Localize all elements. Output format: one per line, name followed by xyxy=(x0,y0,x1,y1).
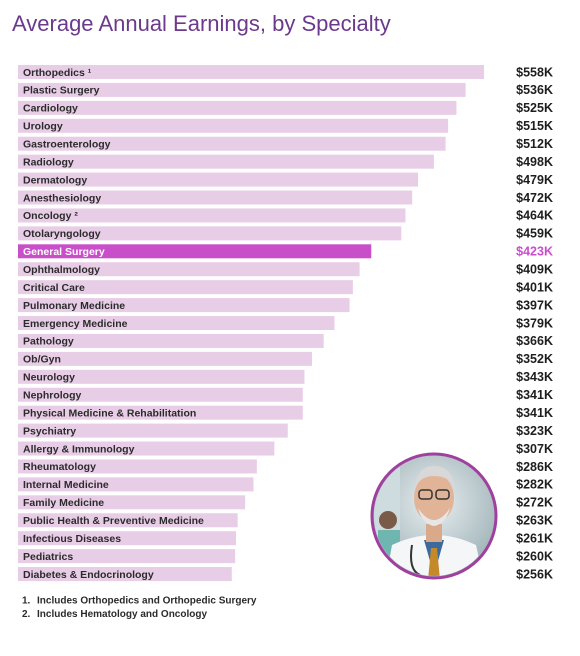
category-label: Orthopedics ¹ xyxy=(23,67,92,79)
category-label: Ophthalmology xyxy=(23,264,100,276)
bar xyxy=(18,82,466,97)
bar xyxy=(18,65,484,79)
value-label: $307K xyxy=(516,442,553,456)
bar xyxy=(18,531,236,546)
value-label: $409K xyxy=(516,263,553,277)
value-label: $423K xyxy=(516,245,553,259)
category-label: Pathology xyxy=(23,336,74,348)
category-label: Radiology xyxy=(23,156,74,168)
category-label: Family Medicine xyxy=(23,497,104,509)
bar xyxy=(18,567,232,582)
value-label: $498K xyxy=(516,155,553,169)
category-label: Ob/Gyn xyxy=(23,354,61,366)
value-label: $401K xyxy=(516,280,553,294)
value-label: $352K xyxy=(516,352,553,366)
bar xyxy=(18,136,446,151)
category-label: Oncology ² xyxy=(23,210,78,222)
bar xyxy=(18,190,413,205)
value-label: $256K xyxy=(516,567,553,581)
bar xyxy=(18,495,246,510)
value-label: $464K xyxy=(516,209,553,223)
bar xyxy=(18,405,303,420)
footnote-marker: 1. xyxy=(22,596,31,607)
bar xyxy=(18,333,324,348)
value-label: $366K xyxy=(516,334,553,348)
bar xyxy=(18,226,402,241)
footnote-text: Includes Orthopedics and Orthopedic Surg… xyxy=(37,596,257,607)
value-label: $515K xyxy=(516,119,553,133)
value-label: $512K xyxy=(516,137,553,151)
bar xyxy=(18,298,350,313)
category-label: Public Health & Preventive Medicine xyxy=(23,515,204,527)
bar xyxy=(18,262,360,277)
category-label: Dermatology xyxy=(23,174,87,186)
category-label: Otolaryngology xyxy=(23,228,101,240)
value-label: $261K xyxy=(516,531,553,545)
chart-title: Average Annual Earnings, by Specialty xyxy=(12,11,391,36)
value-label: $286K xyxy=(516,460,553,474)
bar xyxy=(18,100,457,115)
category-label: Infectious Diseases xyxy=(23,533,121,545)
category-label: Gastroenterology xyxy=(23,139,111,151)
doctor-photo xyxy=(370,452,498,580)
bar xyxy=(18,208,406,223)
value-label: $272K xyxy=(516,496,553,510)
category-label: Physical Medicine & Rehabilitation xyxy=(23,407,196,419)
value-label: $558K xyxy=(516,65,553,79)
category-label: Diabetes & Endocrinology xyxy=(23,569,154,581)
bar xyxy=(18,459,257,474)
category-label: Rheumatology xyxy=(23,461,96,473)
bar xyxy=(18,244,372,259)
category-label: Allergy & Immunology xyxy=(23,443,135,455)
value-label: $341K xyxy=(516,388,553,402)
footnote-text: Includes Hematology and Oncology xyxy=(37,609,207,620)
value-label: $525K xyxy=(516,101,553,115)
category-label: Pulmonary Medicine xyxy=(23,300,125,312)
bar xyxy=(18,513,238,528)
category-label: Anesthesiology xyxy=(23,192,101,204)
bar xyxy=(18,549,236,564)
value-label: $459K xyxy=(516,227,553,241)
bar xyxy=(18,441,275,456)
bar xyxy=(18,118,449,133)
category-label: Nephrology xyxy=(23,390,81,402)
value-label: $343K xyxy=(516,370,553,384)
bar xyxy=(18,154,434,169)
value-label: $263K xyxy=(516,514,553,528)
category-label: Urology xyxy=(23,121,63,133)
value-label: $282K xyxy=(516,478,553,492)
value-label: $260K xyxy=(516,549,553,563)
category-label: Cardiology xyxy=(23,103,78,115)
value-label: $472K xyxy=(516,191,553,205)
value-label: $536K xyxy=(516,83,553,97)
value-label: $479K xyxy=(516,173,553,187)
value-label: $341K xyxy=(516,406,553,420)
value-label: $397K xyxy=(516,298,553,312)
category-label: General Surgery xyxy=(23,246,105,258)
bar xyxy=(18,280,353,295)
footnote-marker: 2. xyxy=(22,609,31,620)
bar xyxy=(18,423,288,438)
category-label: Internal Medicine xyxy=(23,479,109,491)
bar xyxy=(18,477,254,492)
value-label: $379K xyxy=(516,316,553,330)
value-label: $323K xyxy=(516,424,553,438)
category-label: Psychiatry xyxy=(23,425,76,437)
bar xyxy=(18,351,312,366)
category-label: Pediatrics xyxy=(23,551,73,563)
category-label: Plastic Surgery xyxy=(23,85,100,97)
bar xyxy=(18,369,305,384)
bar xyxy=(18,172,419,187)
category-label: Critical Care xyxy=(23,282,85,294)
bar xyxy=(18,316,335,331)
category-label: Emergency Medicine xyxy=(23,318,128,330)
category-label: Neurology xyxy=(23,372,75,384)
bar xyxy=(18,387,303,402)
